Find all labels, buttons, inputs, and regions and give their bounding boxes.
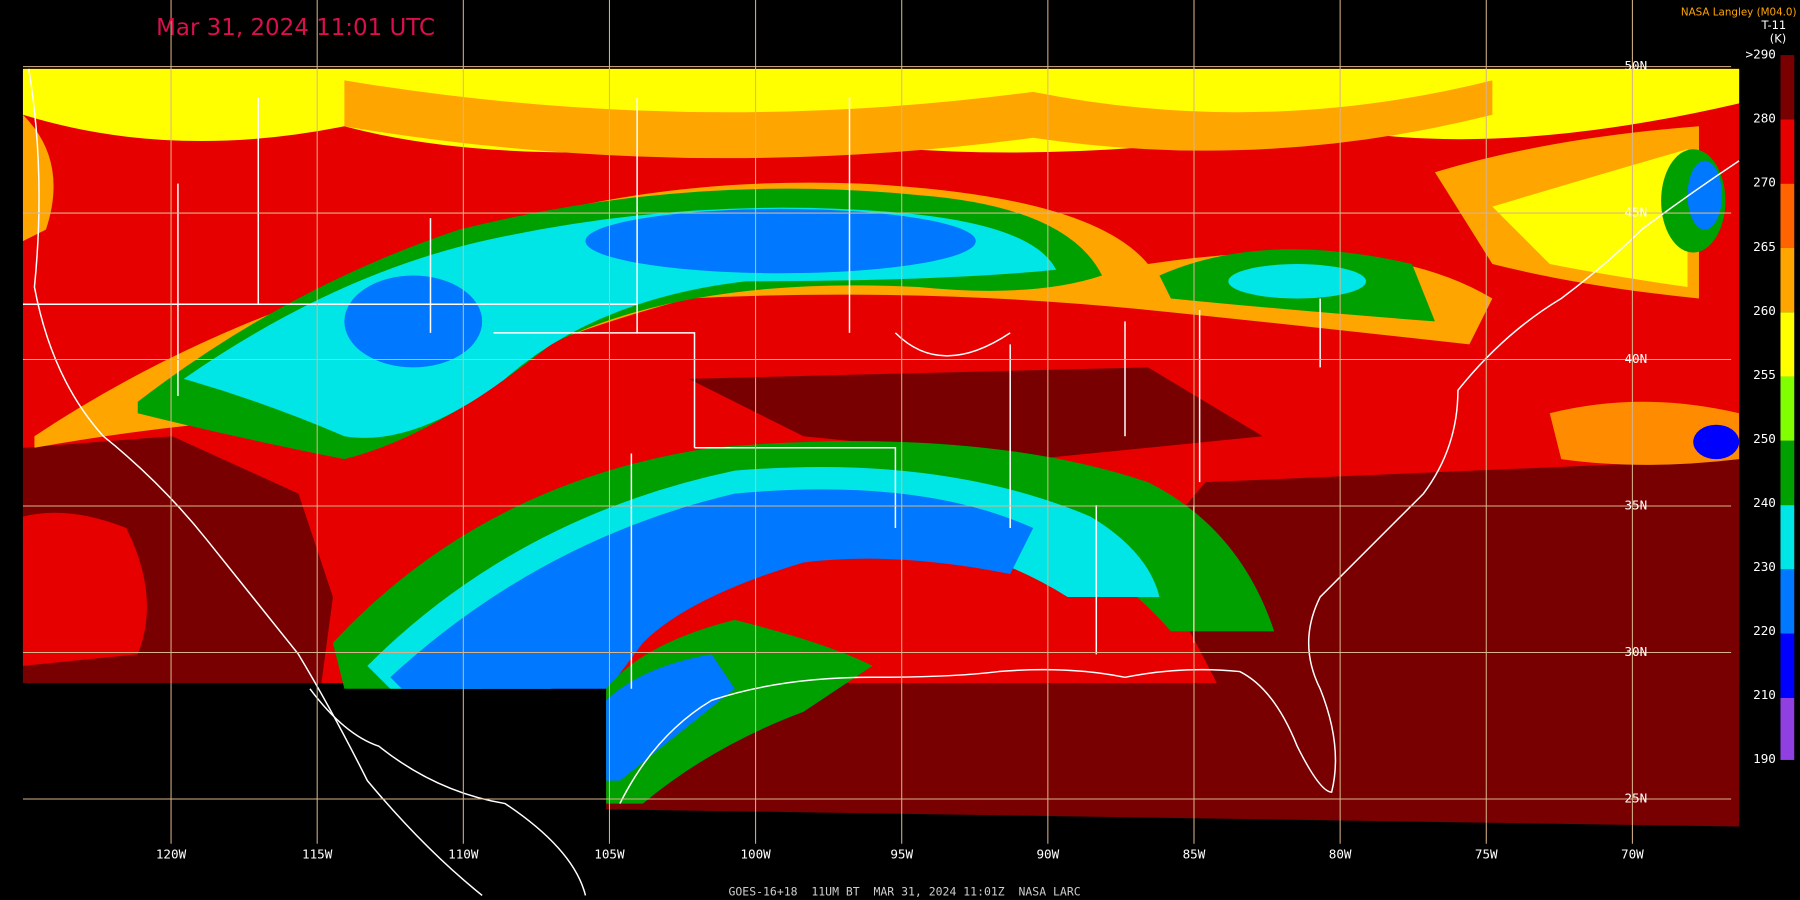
colorbar-label: 250 (1753, 431, 1776, 446)
colorbar-title: T-11 (1761, 18, 1787, 32)
colorbar-label: 280 (1753, 111, 1776, 126)
longitude-label: 100W (740, 847, 771, 862)
colorbar-label: 260 (1753, 303, 1776, 318)
colorbar-label: 210 (1753, 687, 1776, 702)
longitude-label: 90W (1036, 847, 1059, 862)
latitude-label: 45N (1624, 205, 1647, 220)
longitude-label: 70W (1621, 847, 1644, 862)
footer: GOES-16+18 11UM BT MAR 31, 2024 11:01Z N… (729, 884, 1081, 898)
longitude-label: 105W (594, 847, 625, 862)
colorbar-label: 220 (1753, 623, 1776, 638)
latitude-label: 30N (1624, 644, 1647, 659)
latitude-label: 50N (1624, 58, 1647, 73)
longitude-label: 110W (448, 847, 479, 862)
colorbar-label: 240 (1753, 495, 1776, 510)
coastlines (22, 68, 1740, 896)
colorbar-unit: (K) (1770, 32, 1786, 46)
colorbar-label: 265 (1753, 239, 1776, 254)
colorbar-label: 270 (1753, 175, 1776, 190)
longitude-label: 80W (1329, 847, 1352, 862)
longitude-label: 95W (890, 847, 913, 862)
colorbar-label: >290 (1746, 47, 1776, 62)
credit: NASA Langley (M04.0) (1681, 7, 1797, 19)
latitude-label: 25N (1624, 790, 1647, 805)
colorbar-label: 190 (1753, 751, 1776, 766)
longitude-label: 75W (1475, 847, 1498, 862)
graticule (22, 0, 1732, 844)
colorbar: T-11 (K) (1761, 18, 1795, 760)
longitude-label: 120W (156, 847, 187, 862)
latitude-label: 35N (1624, 498, 1647, 513)
colorbar-label: 230 (1753, 559, 1776, 574)
colorbar-label: 255 (1753, 367, 1776, 382)
timestamp-title: Mar 31, 2024 11:01 UTC (156, 15, 435, 41)
longitude-label: 85W (1183, 847, 1206, 862)
latitude-label: 40N (1624, 351, 1647, 366)
imagery (22, 68, 1740, 827)
longitude-label: 115W (302, 847, 333, 862)
